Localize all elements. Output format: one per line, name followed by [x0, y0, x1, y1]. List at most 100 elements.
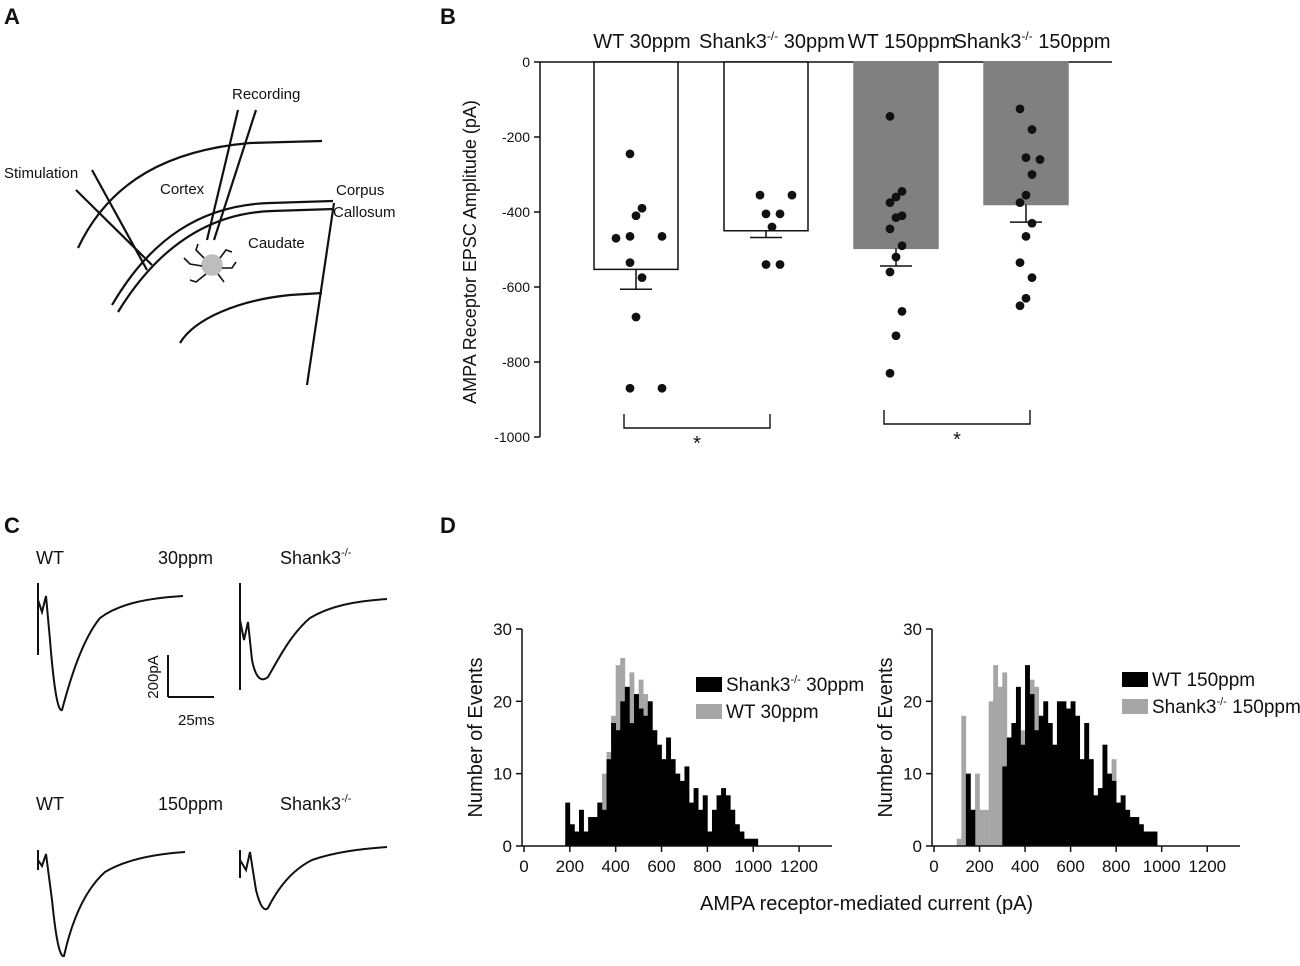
hist-bar-wt [739, 831, 745, 846]
label-stimulation: Stimulation [4, 165, 78, 182]
b-data-point [1015, 104, 1025, 114]
b-data-point [1021, 293, 1031, 303]
scale-bar [167, 655, 214, 698]
hist-bar-wt [1148, 831, 1153, 846]
hist-bar-wt [1025, 665, 1030, 846]
hist-bar-shank [961, 715, 967, 846]
b-y-tick-label: -200 [502, 129, 530, 145]
label-callosum: Callosum [333, 204, 396, 221]
b-data-point [1035, 155, 1045, 164]
hist-bar-wt [1093, 795, 1099, 846]
hist-bar-wt [965, 773, 971, 846]
hist-bar-wt [730, 809, 736, 846]
b-data-point [761, 260, 771, 269]
hist-bar-wt [1061, 701, 1067, 846]
cortex-outer-boundary [77, 139, 323, 249]
hist-bar-wt [1143, 831, 1149, 846]
label-cortex: Cortex [160, 181, 205, 198]
b-bar [723, 61, 809, 232]
hist-bar-wt [721, 788, 727, 846]
legend-label: Shank3-/- 30ppm [726, 674, 864, 696]
hist-bar-wt [1056, 701, 1062, 846]
hist-x-tick-label: 800 [693, 857, 721, 876]
epsc-bar-chart: AMPA Receptor EPSC Amplitude (pA) 0 -200 -… [460, 29, 1112, 455]
hist-bar-wt [661, 759, 667, 846]
recording-electrode-1 [205, 109, 240, 241]
b-significance-star: * [693, 433, 701, 455]
hist-x-tick-label: 600 [647, 857, 675, 876]
trace-label-30ppm: 30ppm [158, 548, 213, 568]
hist-x-tick-label: 1000 [734, 857, 772, 876]
b-data-point [761, 209, 771, 219]
hist-bar-wt [601, 809, 607, 846]
b-data-point [787, 190, 797, 200]
b-significance-bracket [883, 410, 1031, 425]
b-data-point [1027, 170, 1037, 179]
hist-bar-wt [1125, 809, 1131, 846]
hist-bar-wt [1075, 715, 1081, 846]
stimulation-electrode-2 [91, 169, 148, 271]
hist-bar-wt [1116, 802, 1122, 846]
hist-bar-wt [597, 802, 603, 846]
b-significance-bracket [623, 414, 771, 429]
d-x-axis-title: AMPA receptor-mediated current (pA) [700, 893, 1033, 915]
b-category-label: Shank3-/- 150ppm [953, 29, 1110, 53]
hist-y-axis-title: Number of Events [875, 657, 897, 817]
b-y-tick-label: -600 [502, 279, 530, 295]
corpus-callosum-lower [117, 207, 335, 313]
b-data-point [891, 192, 901, 202]
b-data-point [631, 312, 641, 322]
hist-y-tick-label: 30 [493, 620, 512, 639]
hist-bar-wt [574, 831, 580, 846]
hist-bar-wt [606, 759, 612, 846]
hist-y-tick-label: 20 [493, 692, 512, 711]
panel-letter-c: C [4, 513, 20, 538]
b-data-point [1027, 273, 1037, 283]
hist-x-tick-label: 800 [1102, 857, 1130, 876]
hist-y-tick-label: 20 [903, 692, 922, 711]
hist-y-tick-label: 0 [503, 837, 512, 856]
b-data-point [625, 383, 635, 393]
hist-y-axis-title: Number of Events [465, 657, 487, 817]
b-significance-star: * [953, 429, 961, 451]
hist-bar-shank [993, 665, 999, 846]
b-data-point [1015, 198, 1025, 208]
hist-bar-wt [611, 723, 616, 846]
b-data-point [775, 209, 785, 219]
hist-bar-wt [725, 795, 731, 846]
b-category-label: WT 150ppm [848, 31, 957, 53]
b-data-point [891, 252, 901, 262]
hist-bar-shank [984, 809, 989, 846]
hist-bar-wt [684, 766, 690, 846]
b-data-point [891, 331, 901, 341]
panel-letter-a: A [4, 4, 20, 29]
b-data-point [657, 383, 667, 393]
hist-bar-wt [744, 838, 749, 846]
hist-bar-wt [638, 708, 644, 846]
hist-bar-wt [679, 780, 685, 846]
slice-diagram [75, 109, 336, 386]
legend-swatch [696, 677, 722, 692]
hist-bar-wt [1047, 723, 1053, 846]
hist-bar-wt [643, 715, 649, 846]
b-data-point [625, 231, 635, 241]
hist-bar-wt [716, 795, 722, 846]
b-data-point [767, 222, 777, 232]
hist-x-tick-label: 200 [556, 857, 584, 876]
b-data-point [885, 224, 895, 234]
neuron-icon [183, 243, 237, 283]
hist-bar-wt [753, 838, 759, 846]
legend-swatch [1122, 672, 1148, 687]
legend-swatch [1122, 699, 1148, 714]
trace-wt-150ppm [37, 850, 186, 957]
b-y-tick-label: -800 [502, 354, 530, 370]
hist-bar-shank [979, 809, 985, 846]
b-data-point [755, 190, 765, 200]
hist-bar-wt [1052, 744, 1058, 846]
b-data-point [897, 186, 907, 196]
hist-bar-wt [656, 744, 662, 846]
b-data-point [637, 203, 647, 213]
b-data-point [631, 211, 641, 221]
trace-label-shank-30: Shank3-/- [280, 547, 352, 568]
